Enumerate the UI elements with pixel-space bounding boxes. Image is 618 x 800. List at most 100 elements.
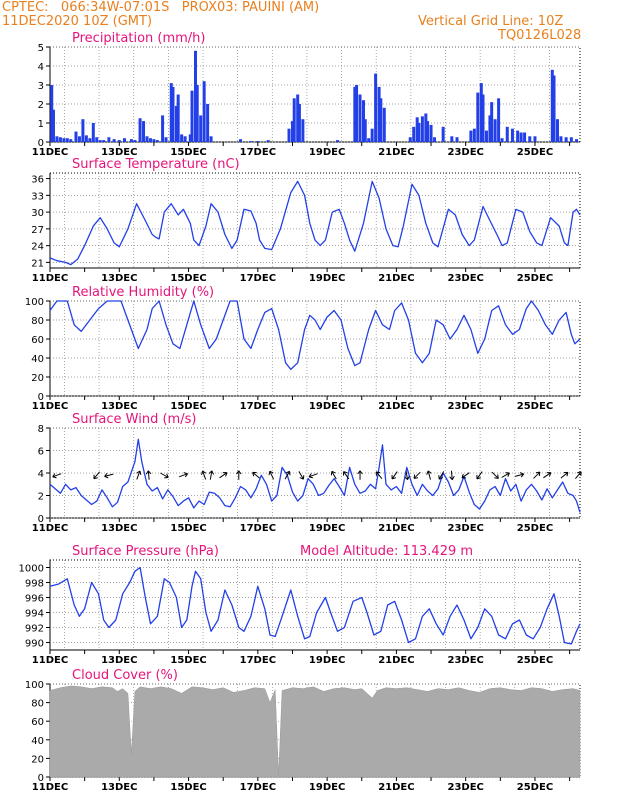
x-tick-label: 13DEC <box>101 147 137 158</box>
x-tick-label: 23DEC <box>447 655 483 666</box>
wind-arrow <box>145 470 152 480</box>
precip-bar <box>472 128 476 142</box>
y-tick-label: 0 <box>38 138 44 149</box>
y-tick-label: 3 <box>38 81 44 92</box>
precip-bar <box>176 94 180 142</box>
wind-arrow <box>236 470 242 480</box>
x-tick-label: 17DEC <box>240 523 276 534</box>
x-tick-label: 11DEC <box>32 401 68 412</box>
precip-bar <box>433 137 437 142</box>
precip-bar <box>564 137 568 142</box>
precip-bar <box>84 135 88 142</box>
y-tick-label: 36 <box>31 175 44 186</box>
precip-bar <box>62 138 66 142</box>
y-tick-label: 80 <box>31 316 44 327</box>
precip-bar <box>379 98 383 142</box>
x-tick-label: 19DEC <box>309 147 345 158</box>
precip-bar <box>88 138 92 142</box>
y-tick-label: 990 <box>25 639 44 650</box>
y-tick-label: 0 <box>38 514 44 525</box>
surface-pressure-panel: 990 992 994 996 998 1000 11DEC 13DEC 15DEC 17DEC 1… <box>19 544 581 666</box>
precip-bar <box>152 139 156 142</box>
precip-bar <box>161 115 165 142</box>
precip-bar <box>505 126 509 142</box>
y-tick-label: 60 <box>31 335 44 346</box>
x-tick-label: 25DEC <box>517 401 553 412</box>
y-tick-label: 2 <box>38 492 44 503</box>
precip-bar <box>441 126 445 142</box>
precip-bar <box>51 109 55 142</box>
x-tick-label: 15DEC <box>170 401 206 412</box>
x-tick-label: 25DEC <box>517 273 553 284</box>
wind-arrow <box>136 470 142 480</box>
y-tick-label: 5 <box>38 43 44 54</box>
precip-bar <box>145 136 149 142</box>
cloud-cover-area <box>49 685 581 778</box>
precip-bar <box>533 136 537 142</box>
precip-bar <box>559 136 563 142</box>
precip-bar <box>180 134 184 142</box>
precip-bar <box>424 113 428 142</box>
precip-bar <box>188 134 192 142</box>
precip-bar <box>367 138 371 142</box>
surface-wind-title: Surface Wind (m/s) <box>72 412 196 427</box>
precip-bar <box>358 94 362 142</box>
surface-pressure-title: Surface Pressure (hPa) <box>72 544 219 559</box>
precip-bar <box>412 126 416 142</box>
x-tick-label: 11DEC <box>32 655 68 666</box>
wind-arrow <box>284 470 291 480</box>
precip-bar <box>77 136 81 142</box>
model-altitude-annotation: Model Altitude: 113.429 m <box>300 544 473 559</box>
precip-bar <box>249 141 253 142</box>
x-tick-label: 15DEC <box>170 523 206 534</box>
precip-bar <box>484 130 488 142</box>
x-tick-label: 21DEC <box>378 523 414 534</box>
precip-bar <box>209 136 213 142</box>
precip-bar <box>74 131 78 142</box>
relative-humidity-line <box>49 300 581 371</box>
precip-bar <box>169 83 173 142</box>
wind-arrow <box>201 470 207 480</box>
wind-arrow <box>52 473 62 479</box>
y-tick-label: 998 <box>25 579 44 590</box>
precip-bar <box>516 130 520 142</box>
precip-bar <box>256 141 260 142</box>
wind-arrow <box>438 471 445 480</box>
wind-arrow <box>330 470 337 480</box>
y-tick-label: 100 <box>25 680 44 691</box>
x-tick-label: 15DEC <box>170 147 206 158</box>
y-tick-label: 27 <box>31 225 44 236</box>
precip-bar <box>290 121 294 142</box>
x-tick-label: 21DEC <box>378 782 414 793</box>
x-tick-label: 13DEC <box>101 401 137 412</box>
x-tick-label: 21DEC <box>378 273 414 284</box>
precip-bar <box>429 124 433 142</box>
wind-arrow <box>543 472 552 479</box>
panel-frame <box>49 300 581 397</box>
precip-bar <box>91 123 95 142</box>
precip-bar <box>519 132 523 142</box>
x-tick-label: 17DEC <box>240 147 276 158</box>
precip-bar <box>374 73 378 142</box>
x-tick-label: 21DEC <box>378 147 414 158</box>
wind-arrow <box>219 472 228 479</box>
y-tick-label: 1 <box>38 119 44 130</box>
wind-arrow <box>449 470 455 481</box>
precipitation-panel: 0 1 2 3 4 5 11DEC 13DEC 15DEC 17DEC 19DEC 21DEC 23DE… <box>32 31 581 158</box>
x-tick-label: 25DEC <box>517 655 553 666</box>
wind-arrow <box>375 471 383 480</box>
precip-bar <box>174 105 178 142</box>
precip-bar <box>65 138 69 142</box>
precip-bar <box>415 117 419 142</box>
x-tick-label: 23DEC <box>447 401 483 412</box>
precipitation-title: Precipitation (mm/h) <box>72 31 205 46</box>
precip-bar <box>301 119 305 142</box>
wind-arrow <box>533 471 541 479</box>
y-tick-label: 4 <box>38 469 44 480</box>
panel-frame <box>49 46 581 143</box>
wind-arrow <box>501 472 510 478</box>
precip-bar <box>450 136 454 142</box>
x-tick-label: 13DEC <box>101 655 137 666</box>
precip-bar <box>417 123 421 142</box>
wind-arrow <box>160 472 169 479</box>
